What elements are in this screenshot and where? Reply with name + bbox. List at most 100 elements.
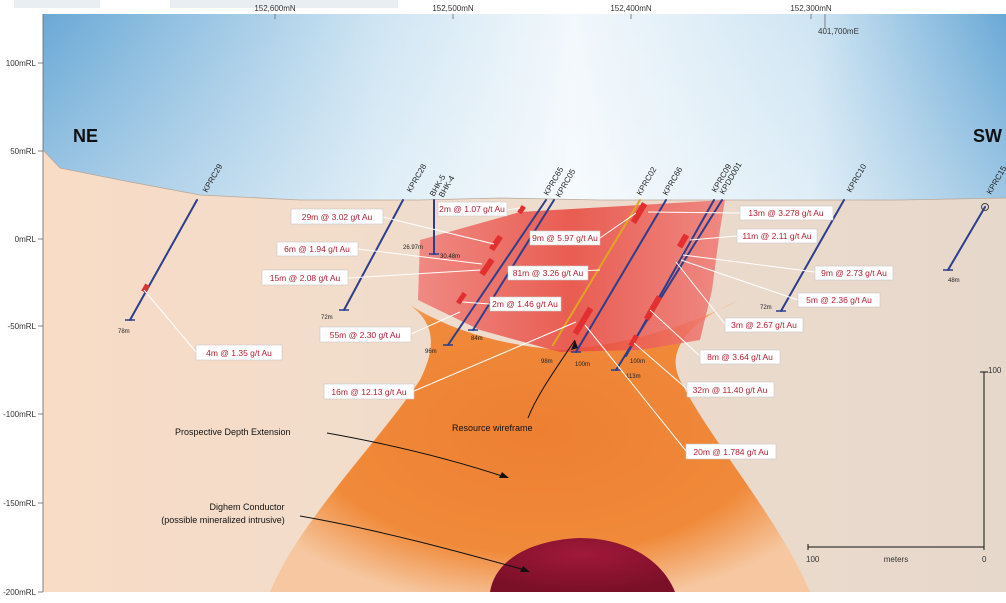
callout-2: 29m @ 3.02 g/t Au [290, 208, 384, 225]
callout-1-text: 2m @ 1.07 g/t Au [439, 204, 505, 214]
depth-kprc28: 72m [321, 315, 333, 321]
callout-10: 5m @ 2.36 g/t Au [797, 292, 881, 308]
elev-label-100: 100mRL [6, 59, 37, 68]
intercept-callouts: 2m @ 1.07 g/t Au 29m @ 3.02 g/t Au 9m @ … [195, 201, 894, 460]
callout-8-text: 9m @ 2.73 g/t Au [821, 268, 887, 278]
resource-wireframe-label: Resource wireframe [452, 423, 533, 433]
depth-labels: 78m 72m 26.97m 30.48m 96m 84m 98m 100m 1… [118, 245, 960, 380]
prospective-depth-zone [270, 300, 810, 592]
depth-kpdd001: 113m [626, 374, 641, 380]
scale-unit: meters [884, 555, 908, 564]
callout-8: 9m @ 2.73 g/t Au [814, 265, 894, 281]
arrow-heads [499, 340, 578, 572]
hole-end-caps [125, 253, 953, 371]
northing-label-2: 152,500mN [432, 4, 474, 13]
callout-9: 15m @ 2.08 g/t Au [261, 269, 349, 286]
drillholes [129, 199, 986, 371]
callout-13: 55m @ 2.30 g/t Au [319, 326, 412, 343]
annotation-arrows [299, 339, 576, 571]
dighem-conductor [490, 538, 675, 592]
callout-14-text: 4m @ 1.35 g/t Au [206, 348, 272, 358]
ground-surface [42, 149, 1006, 201]
northing-label-1: 152,600mN [254, 4, 296, 13]
hole-kprc05 [472, 199, 555, 331]
elev-label-minus50: -50mRL [8, 322, 37, 331]
callout-12-text: 3m @ 2.67 g/t Au [731, 320, 797, 330]
depth-kprc10: 72m [760, 305, 772, 311]
callout-11: 2m @ 1.46 g/t Au [489, 296, 562, 312]
depth-kprc15: 48m [948, 278, 960, 284]
top-tab-2 [170, 0, 398, 8]
callout-18: 20m @ 1.784 g/t Au [685, 443, 777, 460]
depth-bhk5: 26.97m [403, 245, 423, 251]
hole-kprc02 [552, 199, 641, 346]
hole-kprc28 [343, 199, 404, 311]
callout-13-text: 55m @ 2.30 g/t Au [330, 330, 401, 340]
callout-3: 9m @ 5.97 g/t Au [529, 230, 601, 246]
callout-4-text: 13m @ 3.278 g/t Au [748, 208, 824, 218]
depth-kprc65: 96m [425, 349, 437, 355]
elevation-labels: 100mRL 50mRL 0mRL -50mRL -100mRL -150mRL… [3, 59, 43, 597]
callout-2-text: 29m @ 3.02 g/t Au [302, 212, 373, 222]
intercept-markers [141, 202, 690, 348]
kprc15-collar [981, 203, 989, 211]
top-strip [0, 0, 1006, 14]
resource-wireframe-arrow [527, 339, 576, 419]
callout-10-text: 5m @ 2.36 g/t Au [806, 295, 872, 305]
prospective-depth-label: Prospective Depth Extension [175, 427, 291, 437]
callout-3-text: 9m @ 5.97 g/t Au [532, 233, 598, 243]
scale-left: 100 [806, 555, 820, 564]
callout-7-text: 81m @ 3.26 g/t Au [513, 268, 584, 278]
hole-kprc66 [575, 199, 667, 353]
callout-1: 2m @ 1.07 g/t Au [437, 201, 508, 217]
scale-bar [807, 371, 988, 550]
northing-label-4: 152,300mN [790, 4, 832, 13]
callout-5: 11m @ 2.11 g/t Au [736, 228, 818, 244]
scale-vertical: 100 [988, 366, 1002, 375]
elev-label-minus200: -200mRL [3, 588, 36, 597]
depth-kprc09: 100m [630, 359, 645, 365]
prospective-depth-arrow [326, 432, 506, 478]
elev-label-minus100: -100mRL [3, 410, 36, 419]
callout-5-text: 11m @ 2.11 g/t Au [742, 231, 812, 241]
callout-11-text: 2m @ 1.46 g/t Au [492, 299, 558, 309]
callout-12: 3m @ 2.67 g/t Au [724, 317, 804, 333]
callout-15: 8m @ 3.64 g/t Au [699, 349, 781, 365]
depth-bhk4: 30.48m [440, 254, 460, 260]
depth-kprc29: 78m [118, 329, 130, 335]
callout-17-text: 16m @ 12.13 g/t Au [331, 387, 407, 397]
callout-17: 16m @ 12.13 g/t Au [323, 383, 415, 400]
callout-14: 4m @ 1.35 g/t Au [195, 344, 283, 361]
elev-label-0: 0mRL [15, 235, 37, 244]
dighem-title: Dighem Conductor [209, 502, 284, 512]
elev-label-50: 50mRL [10, 147, 36, 156]
callout-16: 32m @ 11.40 g/t Au [686, 381, 775, 398]
callout-16-text: 32m @ 11.40 g/t Au [693, 385, 768, 395]
hole-kprc65 [447, 199, 547, 346]
callout-6-text: 6m @ 1.94 g/t Au [284, 244, 350, 254]
callout-4: 13m @ 3.278 g/t Au [739, 205, 834, 221]
depth-kprc05: 84m [471, 336, 483, 342]
callout-15-text: 8m @ 3.64 g/t Au [707, 352, 773, 362]
northing-label-3: 152,400mN [610, 4, 652, 13]
scale-right: 0 [982, 555, 987, 564]
elev-label-minus150: -150mRL [3, 499, 36, 508]
hole-kprc15 [947, 206, 986, 271]
easting-label: 401,700mE [818, 27, 859, 36]
bottom-strip [43, 592, 1006, 603]
hole-kprc10 [780, 199, 845, 312]
callout-leaders [143, 207, 816, 452]
callout-18-text: 20m @ 1.784 g/t Au [693, 447, 769, 457]
top-tab-1 [14, 0, 100, 8]
callout-6: 6m @ 1.94 g/t Au [276, 241, 359, 257]
depth-kprc66: 100m [575, 362, 590, 368]
orientation-left: NE [73, 126, 98, 146]
orientation-right: SW [973, 126, 1002, 146]
callout-9-text: 15m @ 2.08 g/t Au [270, 273, 341, 283]
hole-kprc29 [129, 199, 198, 321]
depth-kprc02: 98m [541, 359, 553, 365]
dighem-subtitle: (possible mineralized intrusive) [161, 515, 285, 525]
callout-7: 81m @ 3.26 g/t Au [507, 265, 589, 281]
